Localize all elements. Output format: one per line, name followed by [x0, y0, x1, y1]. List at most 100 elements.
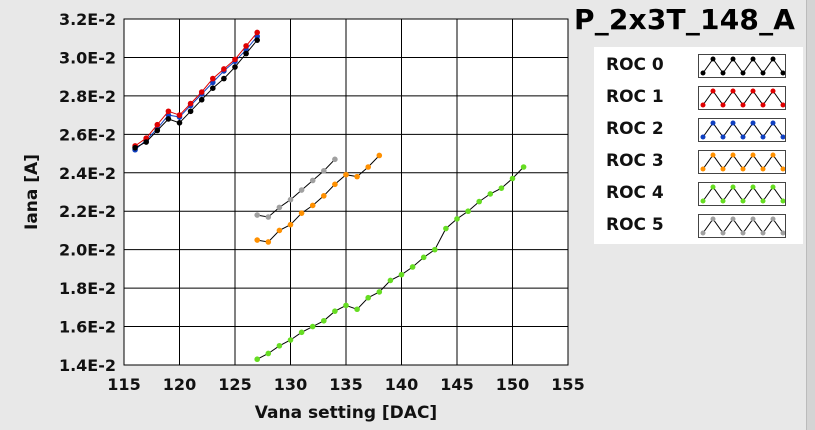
data-point: [187, 100, 194, 107]
legend-marker: [760, 70, 766, 76]
legend-marker: [720, 134, 726, 140]
data-point: [343, 302, 349, 309]
data-point: [354, 173, 360, 180]
legend-marker: [740, 134, 746, 140]
data-point: [520, 164, 527, 170]
x-tick-label: 125: [218, 375, 251, 394]
data-point: [321, 168, 327, 174]
legend-label: ROC 0: [606, 55, 664, 75]
legend-marker: [780, 70, 786, 76]
data-point: [276, 342, 283, 349]
legend-marker: [770, 216, 776, 222]
data-point: [443, 225, 449, 232]
legend-swatch-graphic: [700, 152, 786, 172]
data-point: [309, 202, 316, 209]
x-tick-label: 130: [274, 375, 307, 394]
legend-marker: [700, 198, 706, 204]
data-point: [276, 227, 283, 234]
legend-swatch: [698, 182, 786, 206]
data-point: [509, 175, 516, 182]
y-tick-label: 1.4E-2: [59, 356, 116, 375]
legend-item: ROC 4: [594, 178, 803, 208]
data-point: [298, 210, 305, 216]
x-tick-label: 120: [163, 375, 196, 394]
legend-marker: [700, 102, 706, 108]
legend-item: ROC 3: [594, 146, 803, 176]
legend-marker: [750, 120, 756, 126]
data-point: [243, 50, 249, 57]
legend-marker: [730, 88, 736, 94]
series-roc-5: [254, 156, 338, 220]
series-roc-0: [132, 37, 260, 151]
legend-marker: [700, 134, 706, 140]
tick-labels: 115 120 125 130 135 140 145 150 155 1.4E-2 1.6E-2 1…: [59, 10, 585, 394]
legend-marker: [750, 184, 756, 190]
legend-marker: [710, 152, 716, 158]
legend-swatch: [698, 118, 786, 142]
legend-marker: [760, 230, 766, 236]
legend-swatch-graphic: [700, 56, 786, 76]
legend-marker: [770, 120, 776, 126]
data-point: [276, 204, 283, 211]
legend-swatch: [698, 86, 786, 110]
y-tick-label: 2.6E-2: [59, 125, 116, 144]
legend-swatch-graphic: [700, 88, 786, 108]
chart-title: P_2x3T_148_A: [574, 3, 796, 36]
legend-marker: [730, 120, 736, 126]
data-point: [409, 264, 416, 270]
data-point: [420, 254, 427, 261]
data-point: [265, 214, 272, 220]
data-point: [476, 198, 483, 205]
legend-marker: [740, 70, 746, 76]
data-point: [265, 350, 272, 357]
data-point: [176, 120, 183, 126]
data-point: [187, 108, 194, 115]
data-point: [254, 237, 260, 243]
legend-marker: [740, 166, 746, 172]
data-point: [365, 294, 372, 301]
y-tick-label: 2.0E-2: [59, 241, 116, 260]
data-point: [287, 221, 294, 228]
legend-marker: [740, 230, 746, 236]
data-point: [154, 121, 161, 128]
data-point: [198, 96, 205, 103]
data-point: [298, 329, 305, 336]
legend-marker: [780, 102, 786, 108]
data-point: [243, 43, 249, 49]
y-tick-label: 2.2E-2: [59, 202, 116, 221]
y-tick-label: 1.6E-2: [59, 318, 116, 337]
legend-marker: [760, 166, 766, 172]
legend-label: ROC 5: [606, 215, 664, 235]
legend-marker: [770, 152, 776, 158]
legend-item: ROC 5: [594, 210, 803, 240]
legend-marker: [700, 70, 706, 76]
legend-marker: [760, 198, 766, 204]
data-point: [254, 29, 260, 36]
legend-marker: [740, 198, 746, 204]
legend-marker: [780, 230, 786, 236]
data-point: [332, 181, 338, 188]
legend-marker: [720, 198, 726, 204]
series-line: [134, 32, 258, 147]
legend-marker: [710, 120, 716, 126]
legend-marker: [770, 88, 776, 94]
data-point: [376, 289, 383, 295]
legend-marker: [710, 216, 716, 222]
legend-swatch: [698, 214, 786, 238]
data-point: [265, 239, 272, 245]
legend-item: ROC 2: [594, 114, 803, 144]
data-point: [232, 64, 238, 70]
legend-marker: [740, 102, 746, 108]
data-point: [210, 85, 216, 91]
legend-marker: [720, 102, 726, 108]
data-point: [165, 108, 172, 115]
legend-label: ROC 3: [606, 151, 664, 171]
legend-marker: [770, 56, 776, 62]
plot-frame: [123, 18, 569, 366]
legend-marker: [770, 184, 776, 190]
legend-label: ROC 4: [606, 183, 664, 203]
data-point: [298, 187, 305, 193]
legend-marker: [750, 88, 756, 94]
y-tick-label: 2.8E-2: [59, 87, 116, 106]
data-point: [498, 185, 505, 191]
